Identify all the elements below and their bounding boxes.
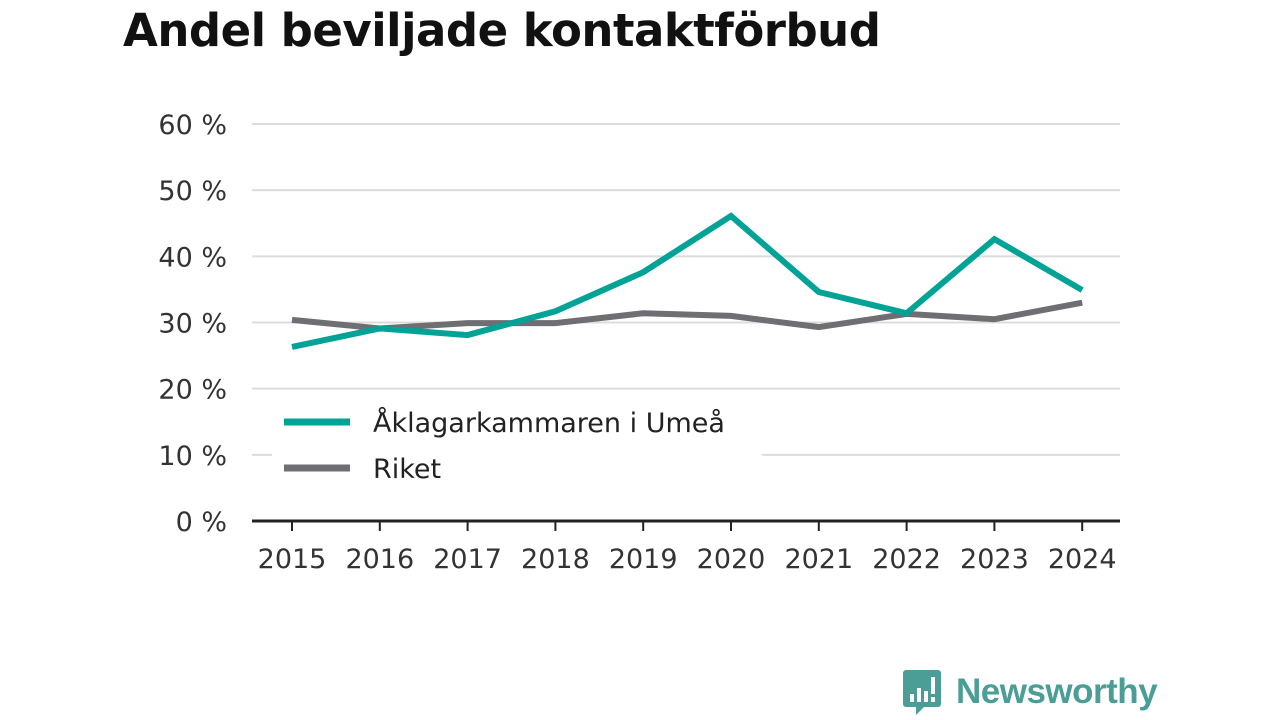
- y-tick-label: 0 %: [176, 507, 227, 538]
- brand-name: Newsworthy: [956, 672, 1158, 711]
- legend-label: Riket: [373, 454, 441, 485]
- series-lines: [291, 212, 1084, 350]
- legend: Åklagarkammaren i Umeå Riket: [272, 398, 762, 496]
- x-axis: [252, 519, 1120, 531]
- x-tick-label: 2015: [258, 544, 327, 575]
- newsworthy-logo-icon: [903, 670, 941, 715]
- x-tick-label: 2023: [960, 544, 1029, 575]
- brand-logo: Newsworthy: [902, 668, 1158, 716]
- y-tick-label: 30 %: [158, 309, 227, 340]
- y-axis-ticks: 0 % 10 % 20 % 30 % 40 % 50 % 60 %: [158, 110, 227, 538]
- x-tick-label: 2016: [345, 544, 414, 575]
- y-tick-label: 40 %: [158, 242, 227, 273]
- x-axis-ticks: 2015 2016 2017 2018 2019 2020 2021 2022 2023 2024: [258, 544, 1117, 575]
- legend-background: [272, 398, 762, 496]
- x-tick-label: 2020: [697, 544, 766, 575]
- x-tick-label: 2022: [872, 544, 941, 575]
- x-tick-label: 2021: [784, 544, 853, 575]
- series-line-aklagarkammaren-umea: [291, 212, 1084, 350]
- series-line-riket: [291, 299, 1083, 332]
- legend-label: Åklagarkammaren i Umeå: [373, 407, 725, 439]
- x-tick-label: 2019: [609, 544, 678, 575]
- x-tick-label: 2024: [1048, 544, 1117, 575]
- y-tick-label: 60 %: [158, 110, 227, 141]
- y-tick-label: 50 %: [158, 176, 227, 207]
- chart-title: Andel beviljade kontaktförbud: [123, 4, 881, 57]
- y-tick-label: 20 %: [158, 375, 227, 406]
- x-tick-label: 2018: [521, 544, 590, 575]
- y-tick-label: 10 %: [158, 441, 227, 472]
- x-tick-label: 2017: [433, 544, 502, 575]
